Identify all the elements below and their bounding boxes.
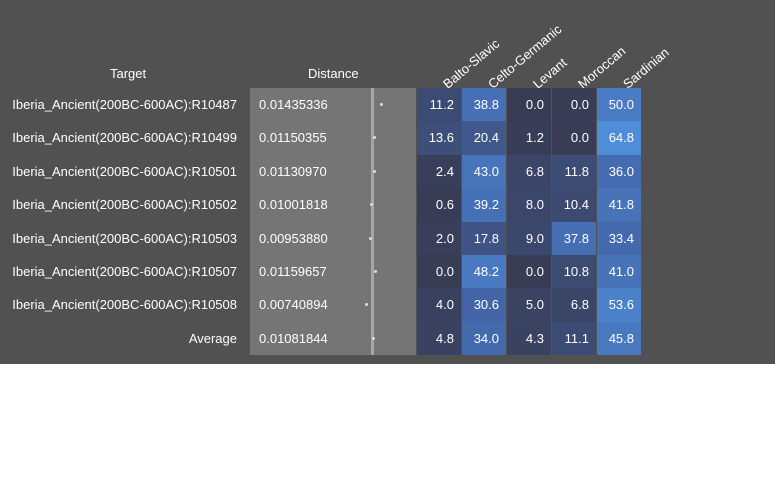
table-cell: 45.8: [597, 322, 641, 355]
table-cell: 4.3: [507, 322, 551, 355]
distance-dot: [370, 203, 373, 206]
target-name: Iberia_Ancient(200BC-600AC):R10503: [12, 231, 237, 246]
table-cell: 33.4: [597, 222, 641, 255]
table-cell: 4.0: [417, 288, 461, 322]
distance-dot: [374, 270, 377, 273]
table-cell: 17.8: [462, 222, 506, 255]
distance-value: 0.01159657: [259, 264, 327, 279]
distance-dot: [373, 136, 376, 139]
table-cell: 1.2: [507, 121, 551, 155]
distance-value: 0.01081844: [259, 331, 328, 346]
target-name: Iberia_Ancient(200BC-600AC):R10487: [12, 97, 237, 112]
table-cell: 11.8: [552, 155, 596, 188]
column-header-moroccan: Moroccan: [575, 43, 629, 92]
table-cell: 50.0: [597, 88, 641, 121]
table-cell: 36.0: [597, 155, 641, 188]
table-cell: 8.0: [507, 188, 551, 222]
table-cell: 0.0: [552, 88, 596, 121]
column-header-celto-germanic: Celto-Germanic: [485, 21, 565, 92]
table-cell: 38.8: [462, 88, 506, 121]
table-cell: 6.8: [507, 155, 551, 188]
table-cell: 41.8: [597, 188, 641, 222]
table-cell: 11.1: [552, 322, 596, 355]
table-cell: 30.6: [462, 288, 506, 322]
table-cell: 10.8: [552, 255, 596, 288]
distance-average-line: [371, 88, 374, 355]
distance-dot: [369, 237, 372, 240]
table-cell: 34.0: [462, 322, 506, 355]
table-cell: 0.0: [417, 255, 461, 288]
table-cell: 43.0: [462, 155, 506, 188]
distance-dot: [372, 337, 375, 340]
table-cell: 13.6: [417, 121, 461, 155]
target-name: Iberia_Ancient(200BC-600AC):R10501: [12, 164, 237, 179]
table-cell: 10.4: [552, 188, 596, 222]
target-name: Iberia_Ancient(200BC-600AC):R10502: [12, 197, 237, 212]
distance-value: 0.01435336: [259, 97, 328, 112]
table-cell: 6.8: [552, 288, 596, 322]
table-cell: 53.6: [597, 288, 641, 322]
average-label: Average: [188, 331, 237, 346]
table-cell: 4.8: [417, 322, 461, 355]
distance-dot: [365, 303, 368, 306]
table-cell: 48.2: [462, 255, 506, 288]
table-cell: 11.2: [417, 88, 461, 121]
distance-column-background: [250, 88, 416, 355]
table-cell: 20.4: [462, 121, 506, 155]
distance-value: 0.01130970: [259, 164, 327, 179]
column-header-sardinian: Sardinian: [620, 44, 672, 92]
target-header: Target: [110, 66, 147, 81]
results-panel: Target Distance Balto-Slavic Celto-Germa…: [0, 0, 775, 364]
table-cell: 2.4: [417, 155, 461, 188]
table-cell: 41.0: [597, 255, 641, 288]
table-cell: 0.0: [507, 88, 551, 121]
table-cell: 9.0: [507, 222, 551, 255]
table-cell: 39.2: [462, 188, 506, 222]
distance-value: 0.00740894: [259, 297, 328, 312]
table-cell: 37.8: [552, 222, 596, 255]
target-name: Iberia_Ancient(200BC-600AC):R10499: [12, 130, 237, 145]
table-cell: 5.0: [507, 288, 551, 322]
distance-dot: [380, 103, 383, 106]
target-name: Iberia_Ancient(200BC-600AC):R10508: [12, 297, 237, 312]
table-cell: 0.0: [507, 255, 551, 288]
distance-dot: [373, 170, 376, 173]
column-header-levant: Levant: [530, 54, 570, 92]
target-name: Iberia_Ancient(200BC-600AC):R10507: [12, 264, 237, 279]
table-cell: 64.8: [597, 121, 641, 155]
distance-value: 0.01001818: [259, 197, 328, 212]
distance-header: Distance: [308, 66, 359, 81]
table-cell: 2.0: [417, 222, 461, 255]
table-cell: 0.0: [552, 121, 596, 155]
distance-value: 0.01150355: [259, 130, 327, 145]
table-cell: 0.6: [417, 188, 461, 222]
distance-value: 0.00953880: [259, 231, 328, 246]
